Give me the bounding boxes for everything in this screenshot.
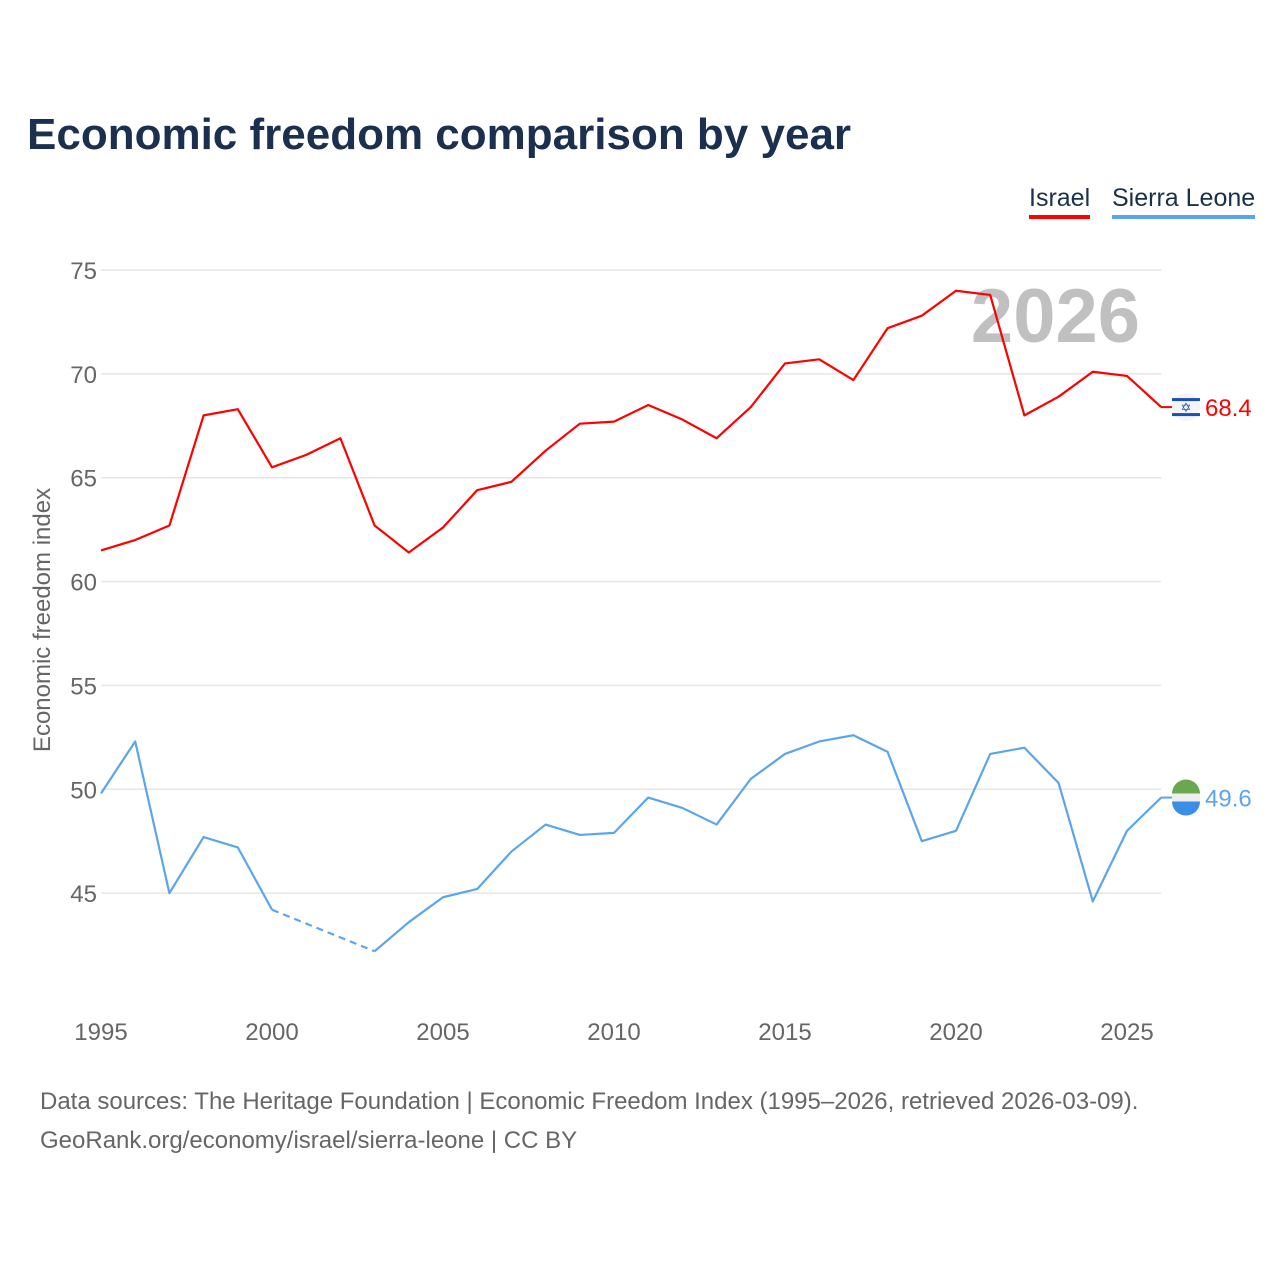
flag-stripe — [1172, 793, 1200, 802]
x-tick-label: 2025 — [1100, 1019, 1153, 1046]
end-value-label: 49.6 — [1205, 786, 1252, 813]
y-tick-label: 75 — [70, 258, 97, 285]
y-tick-label: 55 — [70, 673, 97, 700]
x-tick-label: 2005 — [416, 1019, 469, 1046]
series-line-israel — [100, 289, 1162, 554]
x-tick-label: 2015 — [758, 1019, 811, 1046]
year-watermark: 2026 — [971, 274, 1140, 359]
star-of-david-icon: ✡ — [1181, 400, 1192, 415]
source-note: Data sources: The Heritage Foundation | … — [40, 1088, 1139, 1115]
legend-item-israel[interactable]: Israel — [1029, 184, 1091, 219]
chart-title: Economic freedom comparison by year — [27, 110, 852, 159]
source-url[interactable]: GeoRank.org/economy/israel/sierra-leone … — [40, 1127, 578, 1154]
sierra-leone-flag-icon — [1172, 779, 1200, 794]
x-tick-label: 2020 — [929, 1019, 982, 1046]
flag-stripe — [1172, 413, 1200, 417]
y-axis-label: Economic freedom index — [29, 488, 56, 752]
legend-item-sierra-leone[interactable]: Sierra Leone — [1112, 184, 1256, 219]
flag-stripe — [1172, 398, 1200, 402]
y-tick-label: 65 — [70, 466, 97, 493]
y-tick-label: 50 — [70, 777, 97, 804]
x-tick-label: 2010 — [587, 1019, 640, 1046]
x-tick-label: 1995 — [74, 1019, 127, 1046]
end-value-label: 68.4 — [1205, 395, 1252, 422]
flag-stripe — [1172, 801, 1200, 816]
y-tick-label: 70 — [70, 362, 97, 389]
y-tick-label: 60 — [70, 570, 97, 597]
series-gap-dashed — [271, 908, 376, 953]
y-tick-label: 45 — [70, 881, 97, 908]
x-tick-label: 2000 — [245, 1019, 298, 1046]
series-line-sierra-leone — [100, 734, 1162, 953]
